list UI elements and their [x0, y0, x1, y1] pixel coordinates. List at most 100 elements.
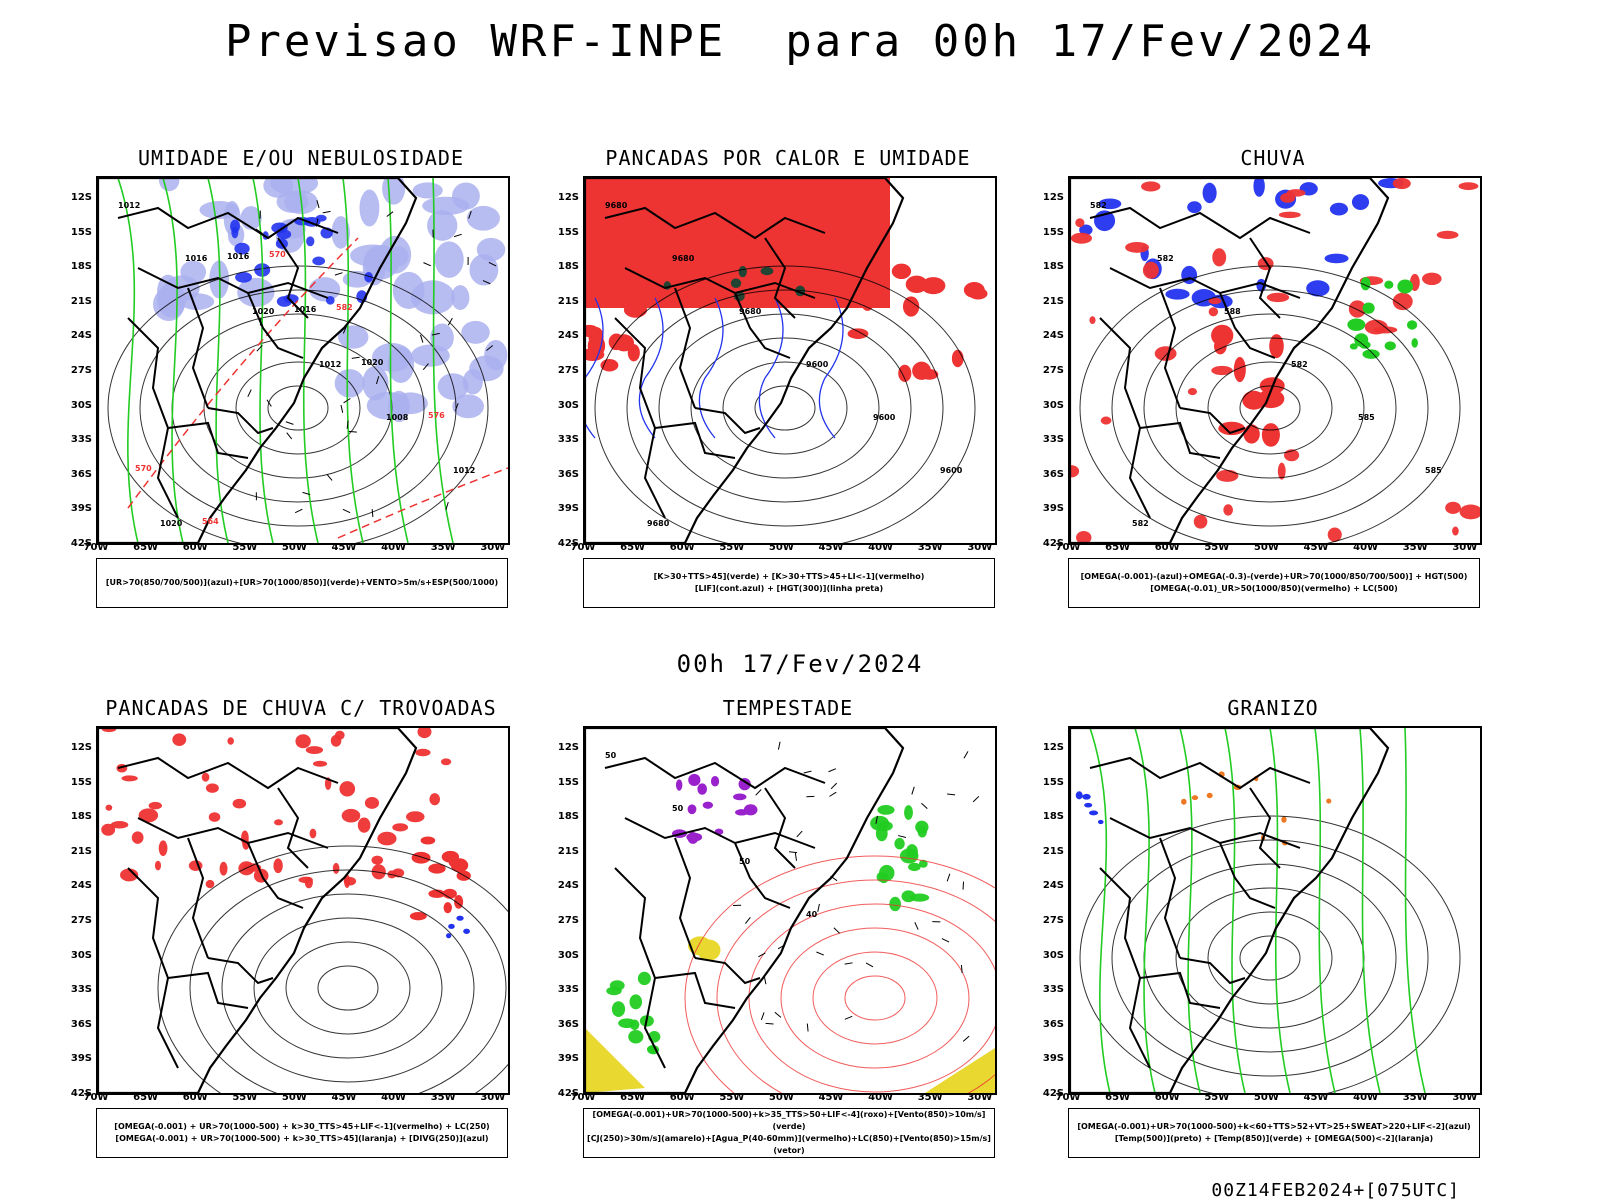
- field-blob: [889, 897, 901, 911]
- country-border: [1160, 838, 1180, 958]
- field-blob: [202, 773, 210, 782]
- field-blob: [1203, 183, 1217, 203]
- country-border: [655, 973, 735, 1008]
- field-blob: [1262, 423, 1280, 447]
- field-blob: [463, 929, 470, 934]
- field-blob: [1070, 465, 1079, 477]
- field-blob: [1192, 795, 1198, 800]
- field-blob: [233, 799, 247, 809]
- field-blob: [638, 972, 651, 985]
- country-border: [128, 318, 178, 518]
- wind-vector: [789, 852, 797, 853]
- lat-label: 21S: [551, 846, 579, 857]
- field-blob: [1187, 201, 1201, 213]
- lat-label: 39S: [64, 503, 92, 514]
- field-blob: [271, 222, 287, 233]
- field-blob: [273, 858, 282, 873]
- lat-label: 18S: [1036, 261, 1064, 272]
- contour-label: 50: [605, 751, 617, 760]
- field-blob: [877, 805, 894, 815]
- lat-label: 36S: [64, 1019, 92, 1030]
- contour-label: 9680: [672, 254, 695, 263]
- field-blob: [121, 775, 137, 781]
- field-blob: [1253, 178, 1264, 197]
- contour-label: 1008: [386, 413, 409, 422]
- contour-line: [1090, 728, 1110, 1093]
- map-panel-6: [1068, 726, 1482, 1095]
- field-blob: [630, 1020, 640, 1031]
- lat-label: 15S: [1036, 777, 1064, 788]
- panel-title-3: CHUVA: [1068, 146, 1478, 170]
- contour-line: [1360, 728, 1380, 1093]
- lat-label: 24S: [64, 880, 92, 891]
- contour-label: 1012: [453, 466, 475, 475]
- panel-legend-1: [UR>70(850/700/500)](azul)+[UR>70(1000/8…: [96, 558, 508, 608]
- field-blob: [744, 804, 758, 815]
- field-blob: [628, 1030, 643, 1043]
- field-blob: [429, 793, 440, 805]
- field-blob: [1347, 318, 1365, 330]
- field-blob: [903, 296, 919, 316]
- field-blob: [313, 761, 327, 767]
- field-blob: [1101, 417, 1112, 425]
- field-blob: [132, 831, 144, 844]
- footer-stamp: 00Z14FEB2024+[075UTC]: [1211, 1180, 1460, 1201]
- field-blob: [274, 819, 283, 825]
- lat-label: 21S: [551, 296, 579, 307]
- field-blob: [906, 844, 918, 859]
- wind-vector: [778, 742, 780, 750]
- field-blob: [1098, 820, 1104, 824]
- field-blob: [306, 746, 323, 754]
- wind-vector: [797, 831, 802, 837]
- field-blob: [1181, 799, 1187, 805]
- lat-label: 21S: [64, 846, 92, 857]
- contour-label: 582: [1090, 201, 1107, 210]
- contour-line: [1112, 840, 1428, 1076]
- field-blob: [1325, 254, 1349, 264]
- lat-label: 21S: [1036, 846, 1064, 857]
- field-blob: [427, 210, 457, 241]
- field-blob: [1385, 341, 1396, 350]
- field-blob: [676, 779, 682, 790]
- main-title: Previsao WRF-INPE para 00h 17/Fev/2024: [0, 16, 1600, 67]
- field-blob: [1207, 793, 1213, 798]
- wind-vector: [260, 318, 261, 326]
- lat-label: 12S: [1036, 742, 1064, 753]
- contour-line: [627, 290, 943, 526]
- field-blob: [467, 206, 500, 231]
- legend-line: [K>30+TTS>45](verde) + [K>30+TTS>45+LI<-…: [654, 571, 925, 583]
- country-border: [168, 973, 248, 1008]
- field-blob: [1397, 279, 1413, 293]
- panel-legend-4: [OMEGA(-0.001) + UR>70(1000-500) + k>30_…: [96, 1108, 508, 1158]
- contour-label: 1020: [252, 307, 275, 316]
- contour-label: 9600: [806, 360, 829, 369]
- field-blob: [220, 862, 228, 876]
- lat-label: 18S: [64, 811, 92, 822]
- field-blob: [412, 852, 431, 864]
- contour-label: 9680: [647, 519, 670, 528]
- wind-vector: [761, 1012, 764, 1020]
- contour-label: 50: [672, 804, 684, 813]
- field-blob: [393, 272, 425, 309]
- contour-line: [585, 298, 603, 438]
- field-blob: [1211, 325, 1233, 346]
- coastline: [1070, 728, 1388, 1093]
- lat-label: 33S: [1036, 434, 1064, 445]
- contour-label: 1012: [118, 201, 140, 210]
- field-blob: [230, 220, 240, 233]
- wind-vector: [795, 853, 796, 861]
- field-blob: [155, 861, 161, 871]
- field-blob: [106, 805, 113, 811]
- field-blob: [306, 236, 314, 246]
- wind-vector: [973, 796, 979, 802]
- lat-label: 12S: [551, 192, 579, 203]
- field-blob: [1359, 341, 1370, 349]
- wind-vector: [829, 769, 836, 772]
- lat-label: 24S: [551, 330, 579, 341]
- lat-label: 12S: [1036, 192, 1064, 203]
- lat-label: 15S: [64, 777, 92, 788]
- lat-label: 12S: [64, 742, 92, 753]
